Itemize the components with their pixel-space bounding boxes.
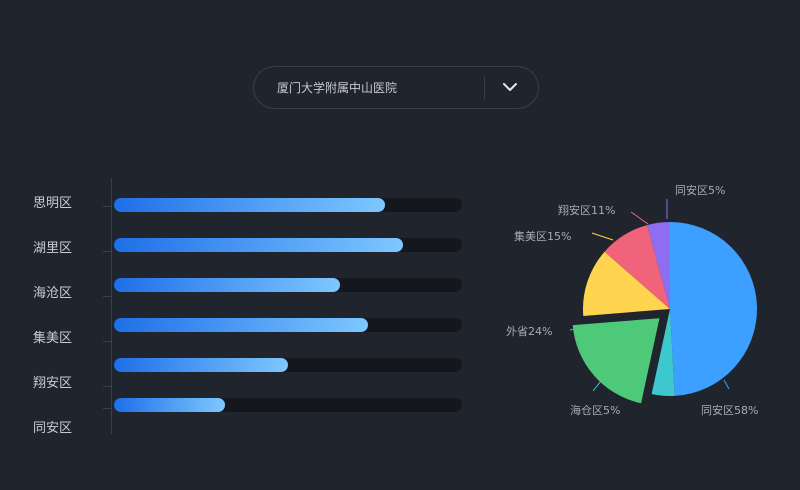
- bar-track: [114, 238, 462, 252]
- pie-label: 翔安区11%: [558, 203, 615, 217]
- hospital-select[interactable]: 厦门大学附属中山医院: [253, 66, 539, 109]
- chevron-down-icon[interactable]: [500, 79, 520, 95]
- pie-slice: [647, 222, 670, 309]
- leader-line: [592, 380, 602, 392]
- category-label: 湖里区: [33, 241, 73, 256]
- pie-label: 外省24%: [506, 325, 552, 338]
- leader-line: [723, 379, 730, 390]
- leader-line: [591, 232, 614, 241]
- leader-line: [630, 211, 649, 225]
- hospital-select-value: 厦门大学附属中山医院: [277, 81, 398, 95]
- y-axis-tick: [103, 206, 111, 207]
- pie-label: 同安区58%: [701, 403, 758, 417]
- bar-track: [114, 278, 462, 292]
- y-axis-tick: [103, 386, 111, 387]
- bar-track: [114, 198, 462, 212]
- category-label: 海沧区: [33, 286, 73, 301]
- bar-track: [114, 358, 462, 372]
- y-axis-tick: [103, 341, 111, 342]
- pie-slice: [651, 309, 675, 397]
- bar-track: [114, 398, 462, 412]
- pie-slice: [583, 251, 670, 316]
- y-axis-line: [111, 178, 112, 434]
- bar: [114, 198, 386, 212]
- category-label: 翔安区: [33, 376, 73, 391]
- pie-label: 集美区15%: [514, 229, 571, 243]
- y-axis-tick: [103, 296, 111, 297]
- category-label: 同安区: [33, 421, 73, 436]
- bar: [114, 358, 288, 372]
- category-label: 思明区: [33, 196, 73, 211]
- pie-slice: [572, 318, 660, 404]
- bar-track: [114, 318, 462, 332]
- bar: [114, 398, 226, 412]
- pie-slice: [604, 225, 670, 309]
- leader-line: [569, 327, 580, 331]
- bar: [114, 238, 403, 252]
- bar: [114, 318, 369, 332]
- pie-slice: [670, 222, 757, 396]
- select-divider: [484, 76, 485, 100]
- category-label: 集美区: [33, 331, 73, 346]
- pie-label: 同安区5%: [675, 183, 725, 197]
- pie-label: 海仓区5%: [570, 403, 620, 417]
- y-axis-tick: [103, 408, 111, 409]
- bar: [114, 278, 341, 292]
- y-axis-tick: [103, 251, 111, 252]
